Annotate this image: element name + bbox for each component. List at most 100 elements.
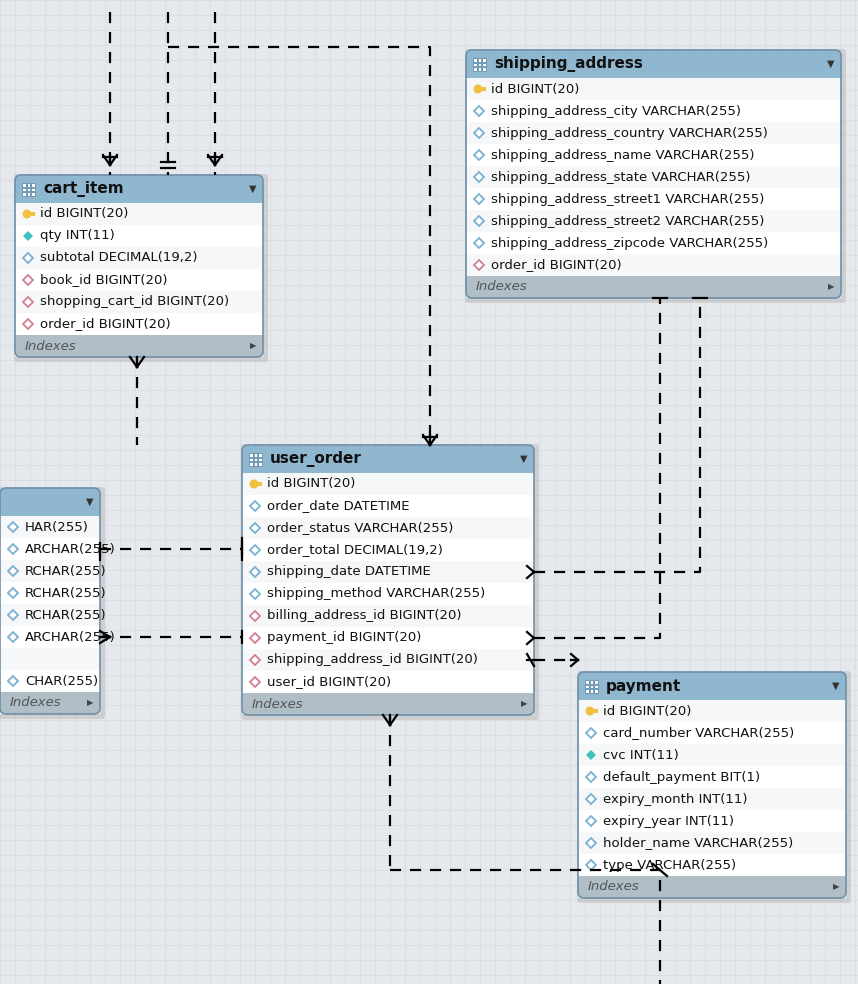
Polygon shape: [586, 838, 596, 848]
Bar: [589, 690, 593, 693]
Bar: [242, 605, 534, 627]
Circle shape: [22, 210, 32, 218]
Text: RCHAR(255): RCHAR(255): [25, 608, 106, 622]
Polygon shape: [250, 523, 260, 533]
Bar: [15, 329, 263, 346]
Bar: [578, 854, 846, 876]
Bar: [32, 193, 35, 196]
Bar: [589, 680, 593, 684]
Text: RCHAR(255): RCHAR(255): [25, 586, 106, 599]
Polygon shape: [474, 238, 484, 248]
Bar: [466, 166, 841, 188]
Bar: [254, 462, 257, 465]
Bar: [15, 291, 263, 313]
Bar: [578, 832, 846, 854]
Bar: [242, 539, 534, 561]
Bar: [15, 189, 263, 209]
Bar: [258, 462, 262, 465]
Bar: [242, 473, 534, 495]
Text: shipping_method VARCHAR(255): shipping_method VARCHAR(255): [267, 587, 486, 600]
Bar: [578, 744, 846, 766]
Text: user_id BIGINT(20): user_id BIGINT(20): [267, 675, 391, 689]
Text: ▼: ▼: [520, 454, 528, 464]
Text: cart_item: cart_item: [43, 181, 124, 197]
Text: shipping_address_state VARCHAR(255): shipping_address_state VARCHAR(255): [491, 170, 751, 183]
FancyBboxPatch shape: [466, 50, 841, 84]
Text: shipping_address_street2 VARCHAR(255): shipping_address_street2 VARCHAR(255): [491, 215, 764, 227]
Text: Indexes: Indexes: [10, 697, 62, 709]
Bar: [473, 58, 476, 61]
FancyBboxPatch shape: [466, 270, 841, 298]
Bar: [242, 495, 534, 517]
Polygon shape: [586, 750, 596, 760]
Polygon shape: [250, 545, 260, 555]
FancyBboxPatch shape: [15, 175, 263, 209]
FancyBboxPatch shape: [0, 686, 100, 714]
Text: shipping_address_id BIGINT(20): shipping_address_id BIGINT(20): [267, 653, 478, 666]
Bar: [15, 203, 263, 357]
Bar: [258, 458, 262, 461]
Text: order_status VARCHAR(255): order_status VARCHAR(255): [267, 522, 453, 534]
Polygon shape: [250, 633, 260, 643]
Text: shipping_address_name VARCHAR(255): shipping_address_name VARCHAR(255): [491, 149, 754, 161]
Polygon shape: [474, 106, 484, 116]
Bar: [257, 482, 262, 486]
Bar: [0, 648, 100, 670]
Text: ▶: ▶: [828, 282, 834, 291]
FancyBboxPatch shape: [241, 444, 539, 720]
Bar: [242, 583, 534, 605]
Bar: [249, 453, 252, 457]
Bar: [585, 680, 589, 684]
Bar: [0, 670, 100, 692]
Bar: [466, 78, 841, 100]
Bar: [0, 516, 100, 538]
Text: ▶: ▶: [87, 699, 94, 707]
Polygon shape: [23, 275, 33, 285]
Bar: [15, 247, 263, 269]
Bar: [32, 183, 35, 187]
Text: ▼: ▼: [250, 184, 257, 194]
Bar: [27, 188, 30, 191]
Text: ▶: ▶: [250, 341, 257, 350]
Text: ▼: ▼: [827, 59, 835, 69]
Polygon shape: [474, 260, 484, 270]
Text: shopping_cart_id BIGINT(20): shopping_cart_id BIGINT(20): [40, 295, 229, 309]
Circle shape: [250, 479, 258, 488]
Text: shipping_address_zipcode VARCHAR(255): shipping_address_zipcode VARCHAR(255): [491, 236, 768, 250]
Polygon shape: [8, 610, 18, 620]
Bar: [466, 144, 841, 166]
Bar: [15, 203, 263, 225]
Text: expiry_year INT(11): expiry_year INT(11): [603, 815, 734, 828]
Bar: [0, 516, 100, 714]
Text: ARCHAR(255): ARCHAR(255): [25, 631, 116, 644]
Bar: [0, 538, 100, 560]
FancyBboxPatch shape: [465, 49, 846, 303]
Bar: [249, 458, 252, 461]
Text: shipping_date DATETIME: shipping_date DATETIME: [267, 566, 431, 579]
Text: expiry_month INT(11): expiry_month INT(11): [603, 792, 747, 806]
Bar: [480, 87, 486, 91]
FancyBboxPatch shape: [242, 445, 534, 479]
Bar: [254, 458, 257, 461]
Text: payment_id BIGINT(20): payment_id BIGINT(20): [267, 632, 421, 645]
FancyBboxPatch shape: [15, 329, 263, 357]
Polygon shape: [474, 194, 484, 204]
Polygon shape: [8, 676, 18, 686]
Polygon shape: [8, 632, 18, 642]
Bar: [15, 313, 263, 335]
FancyBboxPatch shape: [578, 672, 846, 706]
Bar: [482, 67, 486, 71]
Text: shipping_address_street1 VARCHAR(255): shipping_address_street1 VARCHAR(255): [491, 193, 764, 206]
Bar: [578, 810, 846, 832]
Circle shape: [474, 85, 482, 93]
Text: shipping_address_city VARCHAR(255): shipping_address_city VARCHAR(255): [491, 104, 741, 117]
Text: order_date DATETIME: order_date DATETIME: [267, 500, 409, 513]
Bar: [0, 582, 100, 604]
Polygon shape: [586, 728, 596, 738]
Text: shipping_address_country VARCHAR(255): shipping_address_country VARCHAR(255): [491, 127, 768, 140]
Bar: [258, 453, 262, 457]
Bar: [593, 709, 597, 713]
Bar: [585, 685, 589, 688]
Bar: [473, 67, 476, 71]
Bar: [466, 64, 841, 84]
